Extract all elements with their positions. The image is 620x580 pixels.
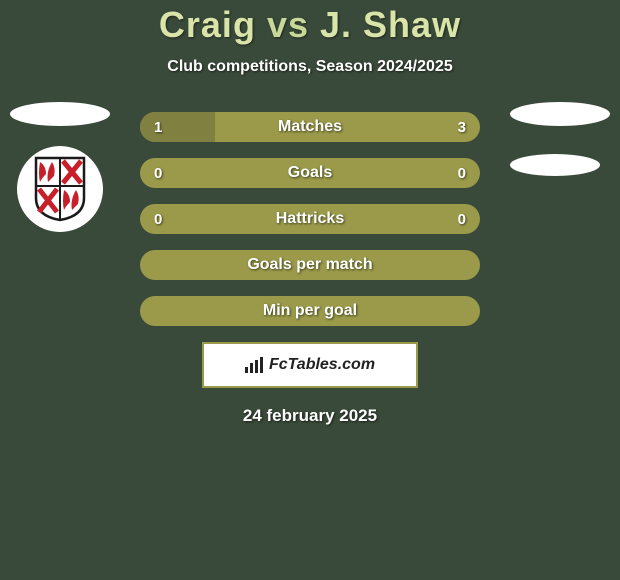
player2-badge-area	[510, 102, 610, 176]
comparison-card: Craig vs J. Shaw Club competitions, Seas…	[0, 0, 620, 426]
stat-row: 0 Goals 0	[140, 158, 480, 188]
vs-text: vs	[267, 4, 309, 45]
bars-icon	[245, 357, 265, 373]
stat-row: Goals per match	[140, 250, 480, 280]
stats-area: 1 Matches 3 0 Goals 0 0 Hattricks 0 Goals per mat…	[0, 112, 620, 326]
player1-badge-area	[10, 102, 110, 232]
stat-label: Matches	[278, 118, 342, 136]
stat-value-right: 0	[458, 165, 466, 182]
stat-label: Goals	[288, 164, 332, 182]
stat-value-right: 3	[458, 119, 466, 136]
shield-icon	[32, 156, 88, 222]
stat-label: Hattricks	[276, 210, 344, 228]
page-title: Craig vs J. Shaw	[0, 4, 620, 46]
stat-value-left: 1	[154, 119, 162, 136]
stat-label: Min per goal	[263, 302, 357, 320]
source-logo-box[interactable]: FcTables.com	[202, 342, 418, 388]
source-logo-text: FcTables.com	[269, 356, 375, 374]
stat-label: Goals per match	[247, 256, 372, 274]
player1-club-crest	[17, 146, 103, 232]
player1-name: Craig	[159, 4, 256, 45]
player2-club-ellipse	[510, 154, 600, 176]
stat-value-left: 0	[154, 165, 162, 182]
stat-row: 1 Matches 3	[140, 112, 480, 142]
stat-row: 0 Hattricks 0	[140, 204, 480, 234]
source-logo: FcTables.com	[245, 356, 375, 374]
player1-name-ellipse	[10, 102, 110, 126]
player2-name-ellipse	[510, 102, 610, 126]
stat-value-right: 0	[458, 211, 466, 228]
stat-fill-left	[140, 112, 215, 142]
stat-value-left: 0	[154, 211, 162, 228]
subtitle: Club competitions, Season 2024/2025	[0, 58, 620, 76]
date-text: 24 february 2025	[0, 406, 620, 426]
stat-row: Min per goal	[140, 296, 480, 326]
player2-name: J. Shaw	[320, 4, 461, 45]
